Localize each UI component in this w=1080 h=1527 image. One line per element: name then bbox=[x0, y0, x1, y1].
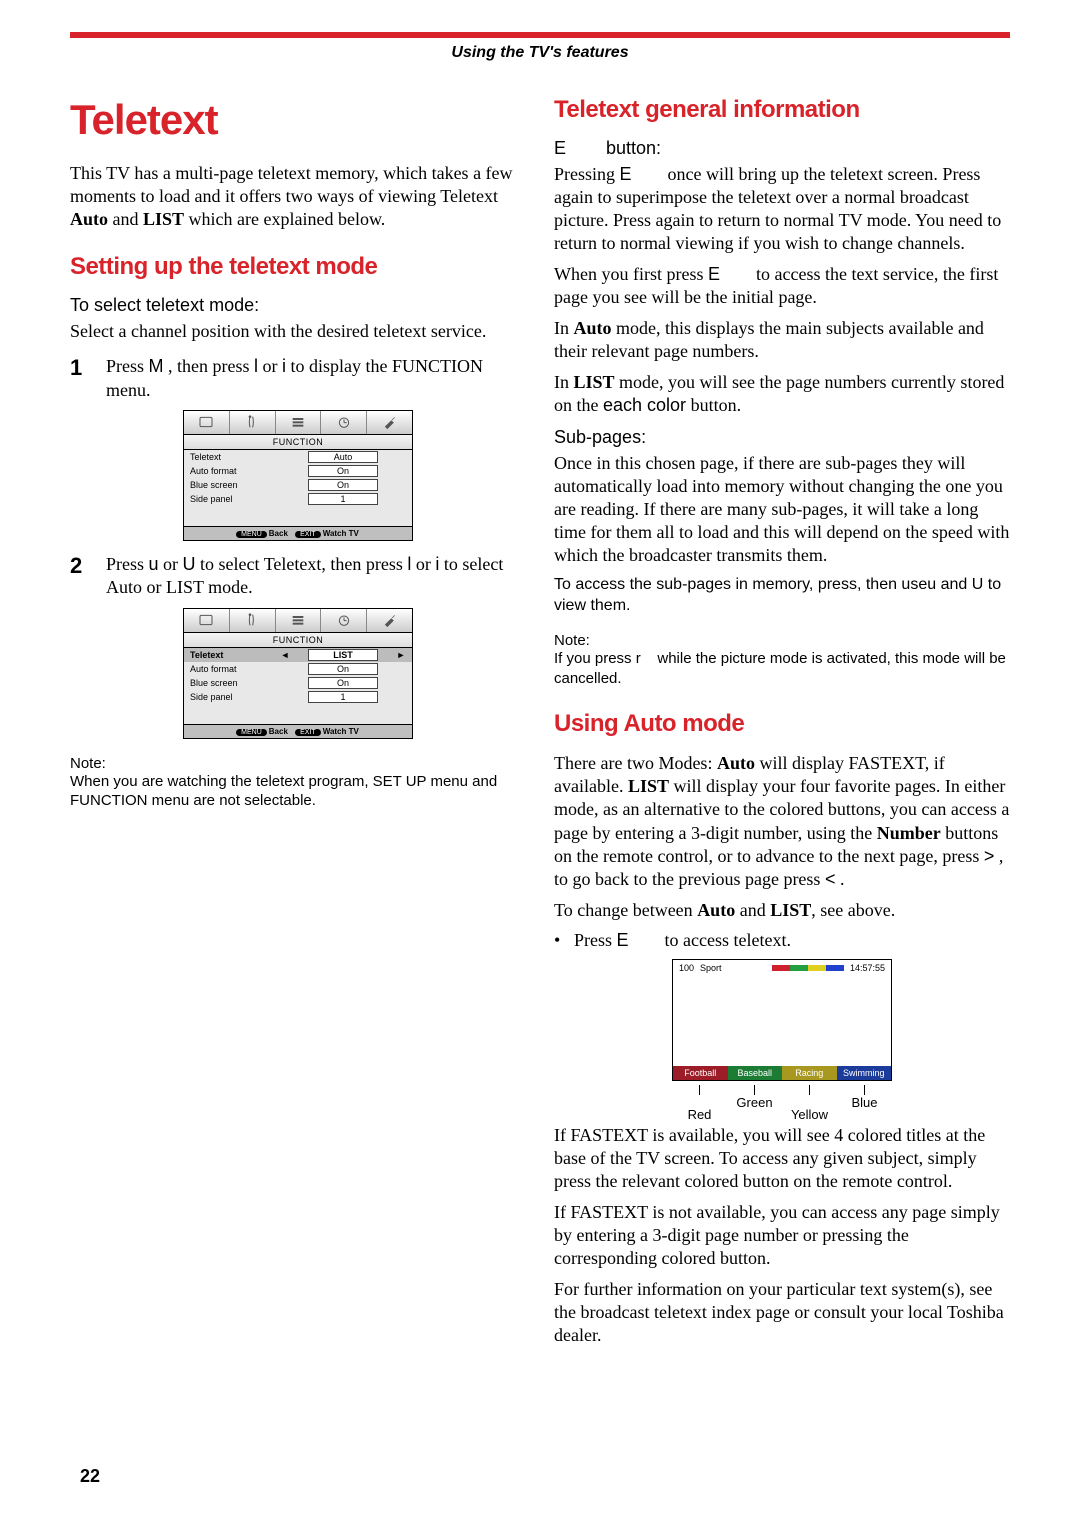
menu-row: Side panel1 bbox=[184, 492, 412, 506]
note-body: When you are watching the teletext progr… bbox=[70, 772, 526, 811]
ttx-color-bars bbox=[772, 965, 844, 971]
tab-timer-icon bbox=[321, 411, 367, 434]
menu-row: Blue screenOn bbox=[184, 676, 412, 690]
note-label-right: Note: bbox=[554, 632, 1010, 649]
fastext-p1: If FASTEXT is available, you will see 4 … bbox=[554, 1124, 1010, 1193]
tab-setup-icon bbox=[367, 609, 412, 632]
menu-footer: MENUBack EXITWatch TV bbox=[184, 526, 412, 540]
auto-mode-p: In Auto mode, this displays the main sub… bbox=[554, 317, 1010, 363]
page-number: 22 bbox=[80, 1466, 100, 1487]
step-1: 1 Press M , then press l or i to display… bbox=[70, 355, 526, 402]
ttx-category: Sport bbox=[700, 963, 722, 973]
tab-picture-icon bbox=[184, 609, 230, 632]
menu-row: TeletextAuto bbox=[184, 450, 412, 464]
function-menu-1: FUNCTION TeletextAutoAuto formatOnBlue s… bbox=[183, 410, 413, 541]
ttx-color-cell: Football bbox=[673, 1066, 728, 1080]
fastext-p3: For further information on your particul… bbox=[554, 1278, 1010, 1347]
bullet-press-e: • Press E to access teletext. bbox=[554, 930, 1010, 951]
subpages-p2: To access the sub-pages in memory, press… bbox=[554, 575, 1010, 616]
note-label: Note: bbox=[70, 755, 526, 772]
menu-row: Auto formatOn bbox=[184, 464, 412, 478]
left-column: Teletext This TV has a multi-page telete… bbox=[70, 96, 526, 1355]
tab-sound-icon bbox=[230, 411, 276, 434]
ttx-color-cell: Baseball bbox=[728, 1066, 783, 1080]
e-button-heading: E button: bbox=[554, 138, 1010, 159]
ttx-under-label: Red bbox=[672, 1085, 727, 1110]
ttx-under-label: Green bbox=[727, 1085, 782, 1110]
menu-tabs bbox=[184, 609, 412, 633]
ttx-page-number: 100 bbox=[679, 963, 694, 973]
step-1-number: 1 bbox=[70, 355, 92, 402]
ttx-time: 14:57:55 bbox=[850, 963, 885, 973]
using-auto-heading: Using Auto mode bbox=[554, 710, 1010, 738]
tab-timer-icon bbox=[321, 609, 367, 632]
page-title: Teletext bbox=[70, 96, 526, 144]
menu-title: FUNCTION bbox=[184, 435, 412, 450]
auto-p2: To change between Auto and LIST, see abo… bbox=[554, 899, 1010, 922]
menu-tabs bbox=[184, 411, 412, 435]
setting-up-heading: Setting up the teletext mode bbox=[70, 253, 526, 281]
list-mode-p: In LIST mode, you will see the page numb… bbox=[554, 371, 1010, 417]
general-info-heading: Teletext general information bbox=[554, 96, 1010, 124]
ttx-under-label: Blue bbox=[837, 1085, 892, 1110]
tab-sound-icon bbox=[230, 609, 276, 632]
ttx-under-label: Yellow bbox=[782, 1085, 837, 1110]
menu-row: Blue screenOn bbox=[184, 478, 412, 492]
tab-setup-icon bbox=[367, 411, 412, 434]
teletext-screen: 100 Sport 14:57:55 FootballBaseballRacin… bbox=[672, 959, 892, 1081]
ttx-color-cell: Racing bbox=[782, 1066, 837, 1080]
intro-paragraph: This TV has a multi-page teletext memory… bbox=[70, 162, 526, 231]
subpages-heading: Sub-pages: bbox=[554, 427, 1010, 448]
fastext-p2: If FASTEXT is not available, you can acc… bbox=[554, 1201, 1010, 1270]
step-2-number: 2 bbox=[70, 553, 92, 600]
tab-picture-icon bbox=[184, 411, 230, 434]
subpages-p1: Once in this chosen page, if there are s… bbox=[554, 452, 1010, 567]
ttx-color-row: FootballBaseballRacingSwimming bbox=[673, 1066, 891, 1080]
auto-p1: There are two Modes: Auto will display F… bbox=[554, 752, 1010, 890]
menu-title: FUNCTION bbox=[184, 633, 412, 648]
menu-footer: MENUBack EXITWatch TV bbox=[184, 724, 412, 738]
ttx-color-cell: Swimming bbox=[837, 1066, 892, 1080]
tab-function-icon bbox=[276, 411, 322, 434]
function-menu-2: FUNCTION Teletext◄LIST►Auto formatOnBlue… bbox=[183, 608, 413, 739]
e-button-p1: Pressing E once will bring up the telete… bbox=[554, 163, 1010, 255]
step-2: 2 Press u or U to select Teletext, then … bbox=[70, 553, 526, 600]
ttx-under-labels: RedGreenYellowBlue bbox=[672, 1085, 892, 1110]
note-body-right: If you press r while the picture mode is… bbox=[554, 649, 1010, 688]
select-mode-body: Select a channel position with the desir… bbox=[70, 320, 526, 343]
header-banner: Using the TV's features bbox=[70, 44, 1010, 62]
right-column: Teletext general information E button: P… bbox=[554, 96, 1010, 1355]
menu-row: Auto formatOn bbox=[184, 662, 412, 676]
top-red-bar bbox=[70, 32, 1010, 38]
tab-function-icon bbox=[276, 609, 322, 632]
menu-row: Teletext◄LIST► bbox=[184, 648, 412, 662]
e-button-p2: When you first press E to access the tex… bbox=[554, 263, 1010, 309]
select-mode-heading: To select teletext mode: bbox=[70, 295, 526, 316]
menu-row: Side panel1 bbox=[184, 690, 412, 704]
